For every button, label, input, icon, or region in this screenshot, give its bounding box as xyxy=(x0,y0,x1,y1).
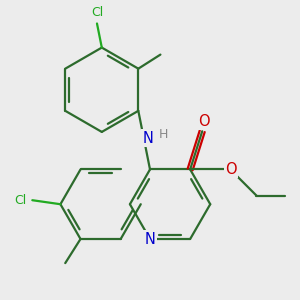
Text: Cl: Cl xyxy=(91,6,103,19)
Text: N: N xyxy=(145,232,155,247)
Text: H: H xyxy=(159,128,168,142)
Text: O: O xyxy=(198,114,210,129)
Text: O: O xyxy=(225,162,237,177)
Text: N: N xyxy=(142,130,153,146)
Text: Cl: Cl xyxy=(14,194,26,207)
